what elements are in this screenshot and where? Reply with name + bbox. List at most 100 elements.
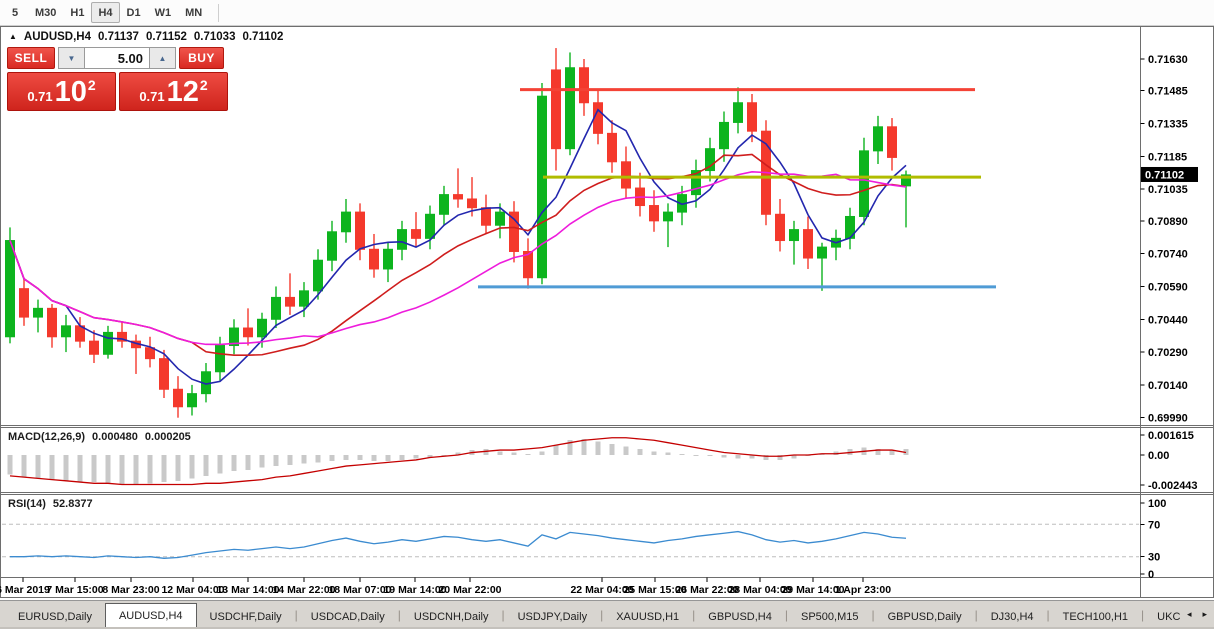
chart-tab-xauusd-h1[interactable]: XAUUSD,H1 — [616, 611, 680, 623]
svg-text:0.71035: 0.71035 — [1148, 184, 1188, 196]
chart-tab-eurusd-daily[interactable]: EURUSD,Daily — [18, 611, 92, 623]
svg-text:20 Mar 22:00: 20 Mar 22:00 — [438, 584, 501, 596]
tab-separator: | — [294, 608, 298, 622]
buy-price-prefix: 0.71 — [139, 89, 165, 104]
svg-text:0.70890: 0.70890 — [1148, 216, 1188, 228]
svg-text:8 Mar 23:00: 8 Mar 23:00 — [102, 584, 159, 596]
rsi-name: RSI(14) — [8, 498, 46, 510]
chart-tab-usdcnh-daily[interactable]: USDCNH,Daily — [413, 611, 489, 623]
svg-text:0.70590: 0.70590 — [1148, 281, 1188, 293]
svg-text:0.00: 0.00 — [1148, 450, 1169, 462]
svg-text:13 Mar 14:00: 13 Mar 14:00 — [216, 584, 279, 596]
ohlc-open: 0.71137 — [98, 31, 139, 43]
chart-tab-usdchf-daily[interactable]: USDCHF,Daily — [209, 611, 282, 623]
timeframe-MN[interactable]: MN — [185, 6, 203, 19]
svg-text:0: 0 — [1148, 569, 1154, 581]
svg-text:19 Mar 14:00: 19 Mar 14:00 — [383, 584, 446, 596]
timeframe-toolbar: 5 M30 H1 H4 D1 W1 MN — [0, 0, 1214, 26]
svg-text:0.71485: 0.71485 — [1148, 86, 1188, 98]
macd-value-signal: 0.000205 — [144, 431, 191, 443]
timeframe-D1[interactable]: D1 — [126, 6, 141, 19]
svg-text:0.71185: 0.71185 — [1148, 151, 1187, 163]
chart-tab-dj30-h4[interactable]: DJ30,H4 — [990, 611, 1034, 623]
tab-scroll-right-icon[interactable]: ▸ — [1202, 609, 1207, 619]
ohlc-high: 0.71152 — [145, 31, 187, 43]
svg-text:100: 100 — [1148, 498, 1166, 510]
chart-tab-usdcad-daily[interactable]: USDCAD,Daily — [310, 611, 385, 623]
svg-text:12 Mar 04:00: 12 Mar 04:00 — [161, 584, 224, 596]
rsi-indicator-label: RSI(14) 52.8377 — [8, 498, 93, 510]
tab-separator: | — [871, 608, 875, 622]
svg-text:1 Apr 23:00: 1 Apr 23:00 — [835, 584, 891, 596]
tab-separator: | — [600, 608, 604, 622]
chart-tab-gbpusd-daily[interactable]: GBPUSD,Daily — [887, 611, 962, 623]
timeframe-H1[interactable]: H1 — [70, 6, 85, 19]
svg-text:28 Mar 04:00: 28 Mar 04:00 — [728, 584, 791, 596]
chart-tab-tech100-h1[interactable]: TECH100,H1 — [1062, 611, 1129, 623]
volume-increase-button[interactable]: ▲ — [150, 47, 176, 69]
tab-separator: | — [397, 608, 401, 622]
svg-text:26 Mar 22:00: 26 Mar 22:00 — [675, 584, 738, 596]
ohlc-close: 0.71102 — [242, 31, 284, 43]
svg-text:14 Mar 22:00: 14 Mar 22:00 — [272, 584, 335, 596]
macd-name: MACD(12,26,9) — [8, 431, 86, 443]
chart-tab-ukc[interactable]: UKC — [1157, 611, 1181, 623]
volume-decrease-button[interactable]: ▼ — [58, 47, 84, 69]
chart-symbol-label: AUDUSD,H4 — [23, 31, 92, 43]
tab-separator: | — [501, 608, 505, 622]
tab-scroll-left-icon[interactable]: ◂ — [1186, 609, 1192, 619]
svg-text:0.001615: 0.001615 — [1148, 430, 1194, 442]
svg-text:0.71630: 0.71630 — [1148, 54, 1188, 66]
chart-tab-sp500-m15[interactable]: SP500,M15 — [801, 611, 859, 623]
svg-text:0.70740: 0.70740 — [1148, 249, 1188, 261]
buy-price-big: 12 — [166, 76, 199, 108]
tab-separator: | — [784, 608, 788, 622]
svg-text:29 Mar 14:00: 29 Mar 14:00 — [781, 584, 844, 596]
volume-input[interactable] — [84, 47, 150, 69]
svg-text:0.70290: 0.70290 — [1148, 347, 1188, 359]
spin-up-icon: ▲ — [158, 53, 167, 63]
symbol-collapse-icon[interactable]: ▲ — [9, 31, 17, 41]
svg-text:30: 30 — [1148, 552, 1160, 564]
sell-price-prefix: 0.71 — [27, 89, 53, 104]
svg-text:18 Mar 07:00: 18 Mar 07:00 — [328, 584, 391, 596]
svg-text:7 Mar 15:00: 7 Mar 15:00 — [46, 584, 103, 596]
timeframe-M30[interactable]: M30 — [35, 6, 57, 19]
timeframe-H4[interactable]: H4 — [91, 2, 120, 23]
svg-text:0.69990: 0.69990 — [1148, 413, 1188, 425]
svg-text:0.70440: 0.70440 — [1148, 314, 1188, 326]
ohlc-low: 0.71033 — [193, 31, 236, 43]
timeframe-W1[interactable]: W1 — [154, 6, 172, 19]
sell-price-box[interactable]: 0.71 10 2 — [7, 72, 116, 111]
chart-tab-gbpusd-h4[interactable]: GBPUSD,H4 — [708, 611, 772, 623]
tab-separator: | — [974, 608, 978, 622]
chart-tab-usdjpy-daily[interactable]: USDJPY,Daily — [517, 611, 588, 623]
tab-separator: | — [692, 608, 696, 622]
price-chart-canvas[interactable]: 0.71630 0.71485 0.71335 0.71185 0.71035 0.708… — [0, 26, 1214, 598]
macd-indicator-label: MACD(12,26,9) 0.000480 0.000205 — [8, 431, 191, 443]
chart-header: ▲ AUDUSD,H4 0.71137 0.71152 0.71033 0.71… — [9, 31, 283, 43]
sell-price-big: 10 — [54, 76, 87, 108]
svg-text:0.71335: 0.71335 — [1148, 119, 1188, 131]
tab-separator: | — [1046, 608, 1050, 622]
buy-price-box[interactable]: 0.71 12 2 — [119, 72, 228, 111]
window-bottom-edge — [0, 627, 1214, 629]
chart-tab-audusd-h4[interactable]: AUDUSD,H4 — [104, 603, 197, 627]
sell-price-sup: 2 — [87, 77, 96, 93]
toolbar-separator — [218, 3, 220, 22]
svg-text:25 Mar 15:00: 25 Mar 15:00 — [623, 584, 686, 596]
macd-value-main: 0.000480 — [92, 431, 138, 443]
timeframe-5[interactable]: 5 — [11, 6, 19, 19]
chart-tabbar: EURUSD,Daily AUDUSD,H4 USDCHF,Daily | USDCAD… — [0, 600, 1214, 627]
sell-button[interactable]: SELL — [7, 47, 55, 69]
buy-button[interactable]: BUY — [179, 47, 224, 69]
one-click-trade-widget: SELL ▼ ▲ BUY 0.71 10 2 0.71 12 2 — [7, 47, 228, 111]
rsi-value: 52.8377 — [52, 498, 93, 510]
svg-text:6 Mar 2019: 6 Mar 2019 — [0, 584, 50, 596]
tab-separator: | — [1141, 608, 1145, 622]
svg-text:70: 70 — [1148, 519, 1160, 531]
svg-text:-0.002443: -0.002443 — [1148, 480, 1198, 492]
buy-price-sup: 2 — [199, 77, 208, 93]
svg-text:0.71102: 0.71102 — [1145, 169, 1184, 181]
